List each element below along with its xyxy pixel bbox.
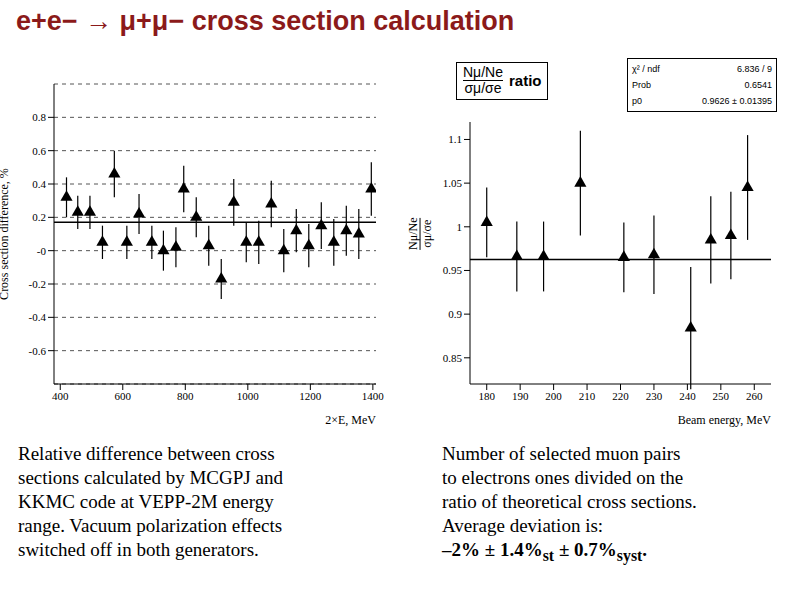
html-text:switched off in both generator: switched off in both generators. xyxy=(18,539,259,560)
html-text:ratio: ratio xyxy=(509,72,542,90)
svg-text:-0: -0 xyxy=(37,245,47,257)
svg-text:190: 190 xyxy=(512,390,529,402)
svg-text:Beam energy, MeV: Beam energy, MeV xyxy=(678,413,772,427)
svg-text:1400: 1400 xyxy=(362,390,385,402)
svg-text:260: 260 xyxy=(746,390,763,402)
html-text:Nμ/Ne: Nμ/Ne xyxy=(405,217,420,250)
html-text:6.836 / 9: 6.836 / 9 xyxy=(737,64,772,74)
html-text:range. Vacuum polarization eff: range. Vacuum polarization effects xyxy=(18,515,283,536)
html-text:χ² / ndf: χ² / ndf xyxy=(632,64,660,74)
html-text:Prob: Prob xyxy=(632,80,651,90)
html-text:–2% ± 1.4%st± 0.7%syst.: –2% ± 1.4%st± 0.7%syst. xyxy=(442,539,648,564)
svg-text:180: 180 xyxy=(478,390,495,402)
html-text:Number of selected muon pairs: Number of selected muon pairs xyxy=(442,443,681,464)
svg-text:0.9: 0.9 xyxy=(448,308,462,320)
svg-text:Cross section difference, %: Cross section difference, % xyxy=(8,168,11,300)
html-text:0.6541: 0.6541 xyxy=(744,80,772,90)
html-text:Relative difference between cr: Relative difference between cross xyxy=(18,443,275,464)
svg-text:0.2: 0.2 xyxy=(32,211,46,223)
svg-text:0.8: 0.8 xyxy=(32,111,46,123)
svg-text:230: 230 xyxy=(646,390,663,402)
svg-text:-0.4: -0.4 xyxy=(29,311,47,323)
svg-text:800: 800 xyxy=(177,390,194,402)
svg-text:-0.6: -0.6 xyxy=(29,345,47,357)
html-text:to electrons ones divided on t: to electrons ones divided on the xyxy=(442,467,684,488)
svg-text:400: 400 xyxy=(52,390,69,402)
html-text:e+e− → μ+μ− cross section calc: e+e− → μ+μ− cross section calculation xyxy=(16,6,515,36)
html-text:KKMC code at VEPP-2M energy: KKMC code at VEPP-2M energy xyxy=(18,491,274,512)
svg-text:220: 220 xyxy=(612,390,629,402)
svg-text:250: 250 xyxy=(713,390,730,402)
html-text:σμ/σe: σμ/σe xyxy=(419,219,434,248)
svg-text:1000: 1000 xyxy=(237,390,260,402)
svg-text:210: 210 xyxy=(579,390,596,402)
svg-text:1: 1 xyxy=(457,221,463,233)
html-text:Nμ/Ne: Nμ/Ne xyxy=(463,64,503,80)
svg-text:600: 600 xyxy=(115,390,132,402)
svg-text:1.1: 1.1 xyxy=(448,133,462,145)
html-text:σμ/σe: σμ/σe xyxy=(464,80,502,97)
svg-text:1200: 1200 xyxy=(299,390,322,402)
html-text:p0: p0 xyxy=(632,96,642,106)
svg-text:2×E, MeV: 2×E, MeV xyxy=(325,413,376,427)
html-text:ratio of theoretical cross sec: ratio of theoretical cross sections. xyxy=(442,491,697,512)
svg-text:240: 240 xyxy=(679,390,696,402)
svg-text:0.85: 0.85 xyxy=(443,352,463,364)
svg-text:-0.2: -0.2 xyxy=(29,278,46,290)
svg-text:200: 200 xyxy=(545,390,562,402)
html-text:Average deviation is:: Average deviation is: xyxy=(442,515,604,536)
svg-text:1.05: 1.05 xyxy=(443,177,463,189)
html-text:sections calculated by MCGPJ a: sections calculated by MCGPJ and xyxy=(18,467,283,488)
svg-text:0.4: 0.4 xyxy=(32,178,46,190)
svg-text:0.95: 0.95 xyxy=(443,264,463,276)
svg-text:0.6: 0.6 xyxy=(32,145,46,157)
html-text:0.9626 ± 0.01395: 0.9626 ± 0.01395 xyxy=(702,96,772,106)
